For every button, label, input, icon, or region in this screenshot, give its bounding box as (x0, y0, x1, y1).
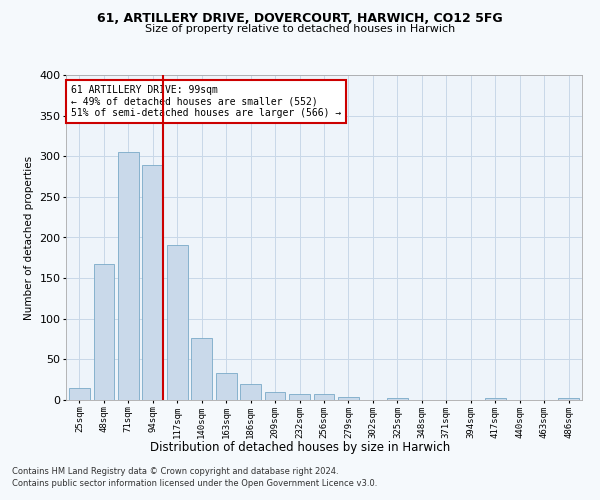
Bar (69, 388, 90, 400)
Bar (118, 152, 139, 400)
Bar (289, 394, 310, 400)
Bar (167, 245, 188, 400)
Text: Contains public sector information licensed under the Open Government Licence v3: Contains public sector information licen… (12, 478, 377, 488)
Text: 61 ARTILLERY DRIVE: 99sqm
← 49% of detached houses are smaller (552)
51% of semi: 61 ARTILLERY DRIVE: 99sqm ← 49% of detac… (71, 84, 341, 118)
Bar (94, 264, 114, 400)
Bar (240, 384, 261, 400)
Bar (558, 398, 579, 400)
Bar (485, 398, 506, 400)
Bar (265, 392, 286, 400)
Bar (387, 398, 408, 400)
Y-axis label: Number of detached properties: Number of detached properties (24, 156, 34, 320)
Text: Contains HM Land Registry data © Crown copyright and database right 2024.: Contains HM Land Registry data © Crown c… (12, 467, 338, 476)
Text: Distribution of detached houses by size in Harwich: Distribution of detached houses by size … (150, 441, 450, 454)
Bar (216, 373, 236, 400)
Bar (314, 394, 334, 400)
Bar (191, 338, 212, 400)
Text: 61, ARTILLERY DRIVE, DOVERCOURT, HARWICH, CO12 5FG: 61, ARTILLERY DRIVE, DOVERCOURT, HARWICH… (97, 12, 503, 26)
Bar (142, 165, 163, 400)
Bar (338, 397, 359, 400)
Text: Size of property relative to detached houses in Harwich: Size of property relative to detached ho… (145, 24, 455, 34)
